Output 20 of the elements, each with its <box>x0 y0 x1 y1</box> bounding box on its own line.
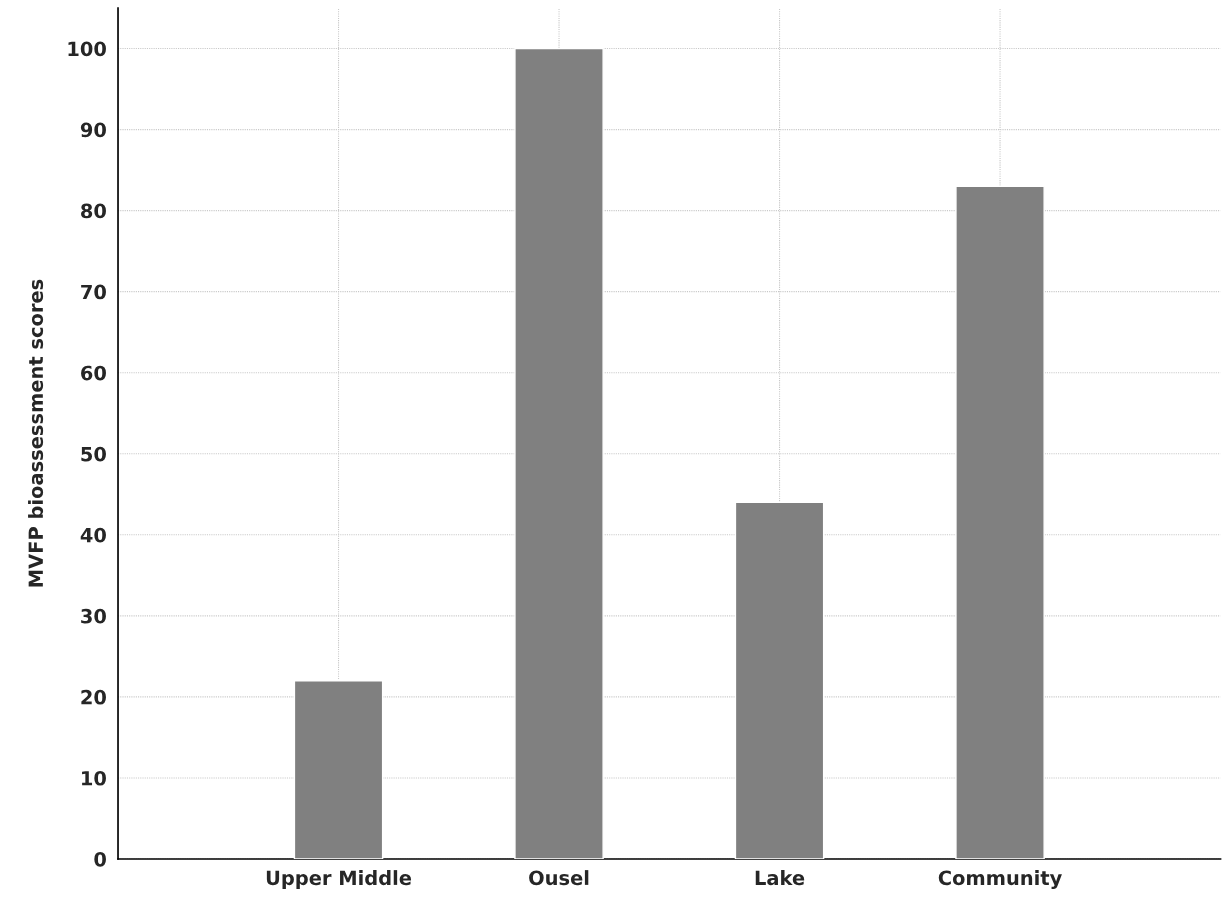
bar <box>734 501 825 859</box>
bar <box>955 185 1045 859</box>
x-tick-label: Lake <box>755 870 805 886</box>
y-tick-label: 70 <box>81 284 106 300</box>
x-tick-label: Upper Middle <box>266 870 412 889</box>
y-tick-label: 20 <box>81 689 106 705</box>
x-tick-label: Community <box>938 870 1062 890</box>
y-tick-label: 100 <box>68 41 106 57</box>
bar <box>293 680 384 859</box>
y-tick-label: 30 <box>81 608 106 624</box>
x-tick-label: Ousel <box>529 870 589 886</box>
y-tick-label: 90 <box>80 122 106 138</box>
y-tick-label: 80 <box>81 203 106 219</box>
y-tick-label: 0 <box>94 851 106 867</box>
bar <box>514 47 604 859</box>
y-tick-label: 10 <box>82 770 106 786</box>
y-tick-label: 60 <box>81 365 106 381</box>
y-tick-label: 40 <box>80 527 106 543</box>
y-axis-title: MVFP bioassessment scores <box>28 279 44 587</box>
y-tick-label: 50 <box>81 446 106 462</box>
